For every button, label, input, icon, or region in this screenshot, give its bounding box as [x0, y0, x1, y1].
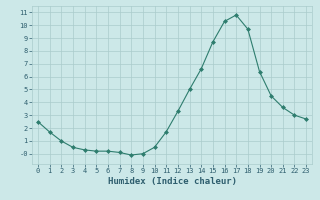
X-axis label: Humidex (Indice chaleur): Humidex (Indice chaleur): [108, 177, 236, 186]
